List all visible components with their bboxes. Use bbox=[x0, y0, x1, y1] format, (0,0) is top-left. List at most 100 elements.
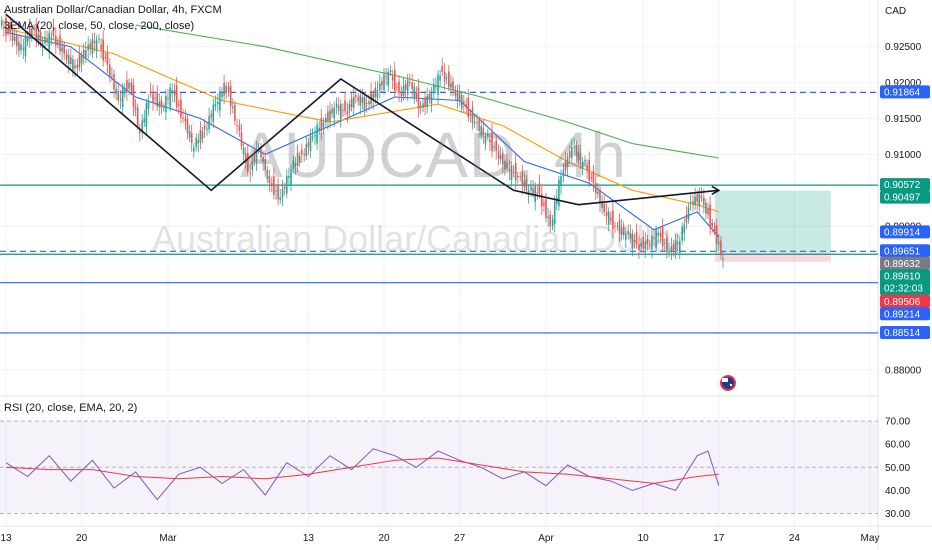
candle-body bbox=[465, 104, 467, 108]
candle-body bbox=[448, 71, 450, 88]
candle-body bbox=[629, 233, 632, 240]
candle-body bbox=[201, 131, 204, 139]
candle-body bbox=[100, 44, 102, 50]
price-badge-label: 0.91864 bbox=[884, 87, 921, 98]
candle-body bbox=[132, 85, 135, 108]
candle-body bbox=[469, 113, 472, 115]
candle-body bbox=[165, 96, 167, 112]
candle-body bbox=[489, 139, 491, 143]
candle-body bbox=[309, 135, 312, 152]
candle-body bbox=[478, 119, 480, 131]
candle-body bbox=[487, 133, 489, 137]
candle-body bbox=[553, 201, 556, 224]
candle-body bbox=[588, 160, 590, 181]
candle-body bbox=[445, 77, 448, 79]
candle-body bbox=[517, 175, 519, 178]
candle-body bbox=[359, 95, 362, 106]
rsi-legend[interactable]: RSI (20, close, EMA, 20, 2) bbox=[4, 402, 138, 414]
long-position-tool[interactable] bbox=[714, 190, 831, 262]
ema-legend[interactable]: 3EMA (20, close, 50, close, 200, close) bbox=[4, 20, 195, 32]
candle-body bbox=[7, 29, 9, 32]
candle-body bbox=[184, 118, 187, 122]
candle-body bbox=[610, 217, 612, 221]
candle-body bbox=[653, 237, 655, 240]
candle-body bbox=[482, 128, 485, 136]
candle-body bbox=[545, 199, 547, 218]
candle-body bbox=[579, 153, 582, 161]
candle-body bbox=[566, 157, 569, 167]
price-badge-label: 0.89506 bbox=[884, 297, 921, 308]
price-axis[interactable]: CAD0.925000.920000.915000.910000.900000.… bbox=[880, 6, 930, 520]
candle-body bbox=[493, 146, 495, 148]
candle-body bbox=[115, 88, 117, 94]
candle-body bbox=[458, 93, 461, 100]
candle-body bbox=[298, 155, 301, 163]
candle-body bbox=[16, 34, 18, 47]
candle-body bbox=[649, 244, 651, 246]
australia-flag-icon[interactable] bbox=[720, 375, 736, 391]
candle-body bbox=[422, 103, 424, 108]
price-badge-label: 0.89651 bbox=[884, 246, 921, 257]
horizontal-lines[interactable] bbox=[0, 91, 878, 334]
candle-body bbox=[525, 179, 528, 191]
candle-body bbox=[195, 137, 197, 148]
candle-body bbox=[575, 145, 578, 156]
candle-body bbox=[510, 165, 513, 181]
candle-body bbox=[3, 26, 5, 29]
candle-body bbox=[454, 89, 457, 96]
candle-body bbox=[262, 157, 264, 162]
candle-body bbox=[659, 233, 662, 237]
candle-body bbox=[499, 154, 502, 160]
candle-body bbox=[111, 75, 113, 77]
candle-body bbox=[244, 153, 247, 164]
rsi-tick-label: 30.00 bbox=[885, 509, 910, 520]
drawn-trendline[interactable] bbox=[5, 13, 721, 206]
candle-body bbox=[426, 96, 428, 108]
candle-body bbox=[292, 159, 295, 169]
candle-body bbox=[560, 175, 562, 187]
candle-body bbox=[121, 87, 124, 108]
candle-body bbox=[530, 186, 532, 191]
candle-body bbox=[372, 94, 374, 101]
candle-body bbox=[214, 104, 217, 107]
candle-body bbox=[11, 32, 14, 41]
candle-body bbox=[568, 151, 571, 158]
candle-body bbox=[78, 54, 81, 68]
candle-body bbox=[387, 71, 389, 86]
price-badge bbox=[880, 307, 930, 321]
candle-body bbox=[91, 39, 94, 54]
time-tick-label: Apr bbox=[538, 533, 554, 544]
candle-body bbox=[527, 190, 530, 195]
candle-body bbox=[627, 231, 629, 234]
candle-body bbox=[253, 154, 256, 162]
candle-body bbox=[452, 81, 454, 90]
candle-body bbox=[102, 39, 104, 61]
candle-body bbox=[415, 92, 418, 98]
candle-body bbox=[549, 214, 551, 227]
candle-body bbox=[631, 233, 634, 248]
candle-body bbox=[497, 150, 500, 159]
symbol-legend[interactable]: Australian Dollar/Canadian Dollar, 4h, F… bbox=[4, 4, 222, 16]
candle-body bbox=[337, 105, 340, 111]
watermark-name: Australian Dollar/Canadian Dollar bbox=[152, 218, 685, 259]
candle-body bbox=[638, 244, 640, 251]
candle-body bbox=[350, 98, 353, 108]
time-axis[interactable]: 13 20 Mar 13 20 27 Apr 10 17 24 May bbox=[0, 533, 879, 544]
rsi-tick-label: 70.00 bbox=[885, 417, 910, 428]
candle-body bbox=[381, 81, 383, 86]
candle-body bbox=[48, 32, 50, 51]
candle-body bbox=[642, 236, 644, 249]
candle-body bbox=[210, 114, 212, 118]
price-badge-label: 0.88514 bbox=[884, 328, 921, 339]
candle-body bbox=[661, 226, 664, 247]
candle-body bbox=[709, 204, 711, 227]
candle-body bbox=[605, 211, 608, 217]
time-tick-label: 17 bbox=[713, 533, 725, 544]
candle-body bbox=[616, 226, 619, 228]
candle-body bbox=[37, 34, 40, 40]
candle-body bbox=[290, 168, 292, 185]
candle-body bbox=[696, 194, 698, 202]
candle-body bbox=[463, 101, 465, 105]
candle-body bbox=[301, 149, 303, 155]
